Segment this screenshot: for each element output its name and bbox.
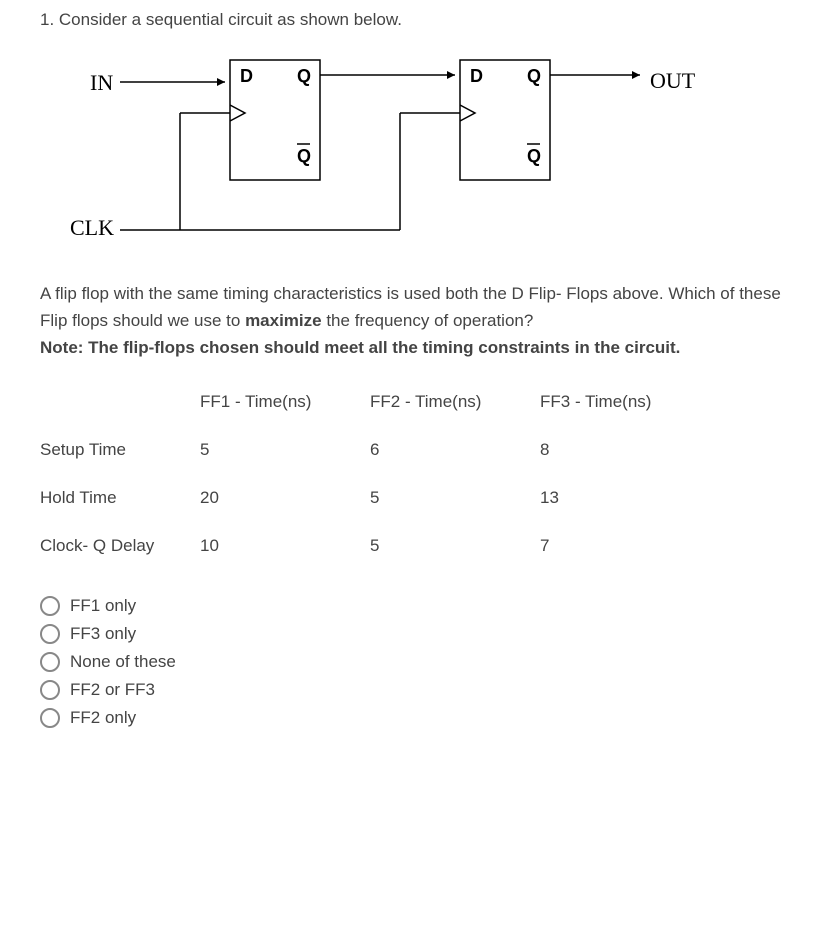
in-label: IN (90, 70, 113, 95)
option-2[interactable]: None of these (40, 652, 791, 672)
row2-v1: 5 (370, 536, 540, 556)
row0-v2: 8 (540, 440, 710, 460)
out-label: OUT (650, 68, 696, 93)
radio-icon (40, 652, 60, 672)
ff1-qbar-label: Q (297, 146, 311, 166)
radio-icon (40, 708, 60, 728)
row1-v2: 13 (540, 488, 710, 508)
row0-v1: 6 (370, 440, 540, 460)
radio-icon (40, 596, 60, 616)
row2-v2: 7 (540, 536, 710, 556)
option-1-label: FF3 only (70, 624, 136, 644)
ff2-d-label: D (470, 66, 483, 86)
ff1-d-label: D (240, 66, 253, 86)
option-3[interactable]: FF2 or FF3 (40, 680, 791, 700)
question-text: 1. Consider a sequential circuit as show… (40, 10, 791, 30)
option-3-label: FF2 or FF3 (70, 680, 155, 700)
circuit-svg: IN D Q Q D Q Q OUT (60, 50, 760, 260)
body-bold: maximize (245, 311, 322, 330)
row0-label: Setup Time (40, 440, 200, 460)
row0-v0: 5 (200, 440, 370, 460)
option-1[interactable]: FF3 only (40, 624, 791, 644)
clk-label: CLK (70, 215, 114, 240)
row2-v0: 10 (200, 536, 370, 556)
circuit-diagram: IN D Q Q D Q Q OUT (60, 50, 791, 250)
th-ff2: FF2 - Time(ns) (370, 392, 540, 412)
body-note: Note: The flip-flops chosen should meet … (40, 338, 680, 357)
row2-label: Clock- Q Delay (40, 536, 200, 556)
row1-v0: 20 (200, 488, 370, 508)
th-ff1: FF1 - Time(ns) (200, 392, 370, 412)
option-0-label: FF1 only (70, 596, 136, 616)
radio-icon (40, 680, 60, 700)
row1-v1: 5 (370, 488, 540, 508)
option-4-label: FF2 only (70, 708, 136, 728)
option-0[interactable]: FF1 only (40, 596, 791, 616)
answer-options: FF1 only FF3 only None of these FF2 or F… (40, 596, 791, 728)
option-2-label: None of these (70, 652, 176, 672)
ff2-qbar-label: Q (527, 146, 541, 166)
radio-icon (40, 624, 60, 644)
th-ff3: FF3 - Time(ns) (540, 392, 710, 412)
row1-label: Hold Time (40, 488, 200, 508)
body-line1b: the frequency of operation? (322, 311, 534, 330)
ff1-q-label: Q (297, 66, 311, 86)
question-body: A flip flop with the same timing charact… (40, 280, 791, 362)
th-blank (40, 392, 200, 412)
option-4[interactable]: FF2 only (40, 708, 791, 728)
timing-table: FF1 - Time(ns) FF2 - Time(ns) FF3 - Time… (40, 392, 791, 556)
ff2-q-label: Q (527, 66, 541, 86)
